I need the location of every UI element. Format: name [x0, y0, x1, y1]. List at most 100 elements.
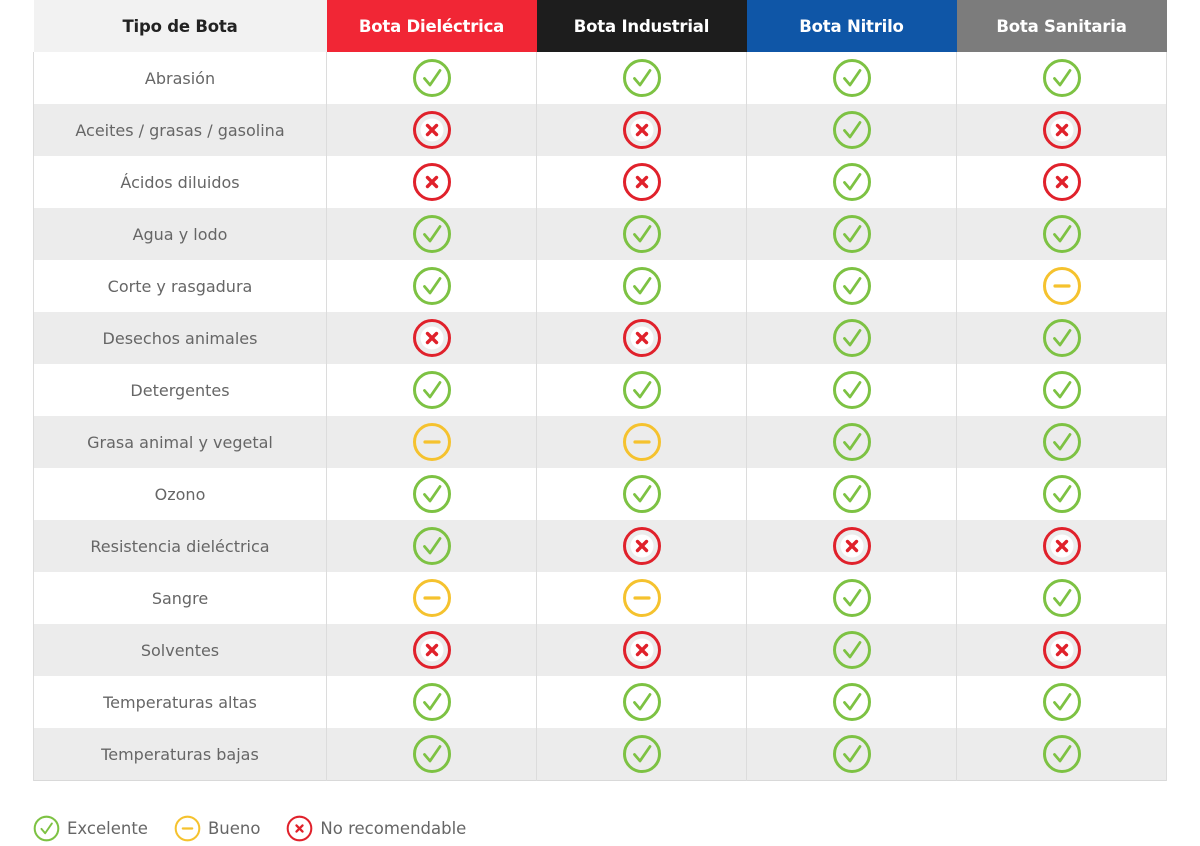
header-bota-industrial: Bota Industrial: [536, 0, 747, 52]
row-label: Agua y lodo: [33, 208, 327, 260]
table-row: Solventes: [33, 624, 1167, 676]
table-row: Resistencia dieléctrica: [33, 520, 1167, 572]
minus-circle-icon: [412, 422, 452, 462]
header-bota-nitrilo: Bota Nitrilo: [746, 0, 957, 52]
table-row: Detergentes: [33, 364, 1167, 416]
check-circle-icon: [1042, 682, 1082, 722]
rating-cell: [956, 676, 1167, 728]
rating-cell: [746, 52, 957, 104]
table-row: Grasa animal y vegetal: [33, 416, 1167, 468]
legend-label-bueno: Bueno: [207, 819, 261, 838]
rating-cell: [956, 468, 1167, 520]
legend-item-no-recomendable: No recomendable: [286, 815, 466, 842]
rating-cell: [746, 624, 957, 676]
rating-cell: [746, 520, 957, 572]
table-row: Agua y lodo: [33, 208, 1167, 260]
x-circle-icon: [412, 630, 452, 670]
check-circle-icon: [1042, 370, 1082, 410]
check-circle-icon: [1042, 58, 1082, 98]
check-circle-icon: [33, 815, 60, 842]
check-circle-icon: [622, 734, 662, 774]
rating-cell: [326, 312, 537, 364]
table-row: Sangre: [33, 572, 1167, 624]
check-circle-icon: [832, 370, 872, 410]
rating-cell: [326, 208, 537, 260]
rating-cell: [746, 364, 957, 416]
table-row: Ácidos diluidos: [33, 156, 1167, 208]
comparison-table: Tipo de Bota Bota Dieléctrica Bota Indus…: [33, 0, 1167, 781]
check-circle-icon: [622, 214, 662, 254]
check-circle-icon: [622, 682, 662, 722]
rating-cell: [536, 52, 747, 104]
table-row: Aceites / grasas / gasolina: [33, 104, 1167, 156]
x-circle-icon: [1042, 162, 1082, 202]
check-circle-icon: [622, 266, 662, 306]
row-label: Aceites / grasas / gasolina: [33, 104, 327, 156]
row-label: Ozono: [33, 468, 327, 520]
check-circle-icon: [412, 734, 452, 774]
rating-cell: [746, 260, 957, 312]
table-row: Temperaturas bajas: [33, 728, 1167, 781]
check-circle-icon: [1042, 578, 1082, 618]
x-circle-icon: [412, 110, 452, 150]
rating-cell: [956, 52, 1167, 104]
check-circle-icon: [412, 266, 452, 306]
x-circle-icon: [622, 526, 662, 566]
table-row: Ozono: [33, 468, 1167, 520]
rating-cell: [956, 572, 1167, 624]
rating-cell: [326, 260, 537, 312]
rating-cell: [956, 728, 1167, 781]
check-circle-icon: [622, 474, 662, 514]
rating-cell: [956, 364, 1167, 416]
header-bota-sanitaria: Bota Sanitaria: [956, 0, 1167, 52]
legend: Excelente Bueno No recomendable: [33, 815, 492, 842]
check-circle-icon: [1042, 734, 1082, 774]
row-label: Corte y rasgadura: [33, 260, 327, 312]
x-circle-icon: [1042, 526, 1082, 566]
check-circle-icon: [1042, 318, 1082, 358]
rating-cell: [746, 468, 957, 520]
check-circle-icon: [832, 630, 872, 670]
rating-cell: [326, 676, 537, 728]
x-circle-icon: [832, 526, 872, 566]
check-circle-icon: [832, 422, 872, 462]
check-circle-icon: [1042, 214, 1082, 254]
row-label: Solventes: [33, 624, 327, 676]
check-circle-icon: [412, 58, 452, 98]
rating-cell: [746, 156, 957, 208]
check-circle-icon: [1042, 474, 1082, 514]
rating-cell: [956, 520, 1167, 572]
rating-cell: [536, 104, 747, 156]
rating-cell: [536, 312, 747, 364]
rating-cell: [746, 572, 957, 624]
minus-circle-icon: [622, 422, 662, 462]
check-circle-icon: [832, 110, 872, 150]
x-circle-icon: [622, 318, 662, 358]
rating-cell: [746, 312, 957, 364]
table-row: Temperaturas altas: [33, 676, 1167, 728]
rating-cell: [536, 260, 747, 312]
rating-cell: [326, 468, 537, 520]
check-circle-icon: [832, 162, 872, 202]
check-circle-icon: [832, 474, 872, 514]
rating-cell: [536, 208, 747, 260]
table-row: Abrasión: [33, 52, 1167, 104]
minus-circle-icon: [174, 815, 201, 842]
rating-cell: [326, 104, 537, 156]
rating-cell: [536, 676, 747, 728]
x-circle-icon: [622, 110, 662, 150]
table-row: Corte y rasgadura: [33, 260, 1167, 312]
x-circle-icon: [286, 815, 313, 842]
rating-cell: [326, 364, 537, 416]
check-circle-icon: [832, 682, 872, 722]
rating-cell: [536, 156, 747, 208]
rating-cell: [326, 572, 537, 624]
rating-cell: [536, 624, 747, 676]
rating-cell: [536, 728, 747, 781]
rating-cell: [326, 416, 537, 468]
rating-cell: [746, 728, 957, 781]
rating-cell: [956, 156, 1167, 208]
check-circle-icon: [1042, 422, 1082, 462]
table-header-row: Tipo de Bota Bota Dieléctrica Bota Indus…: [33, 0, 1167, 52]
check-circle-icon: [832, 266, 872, 306]
